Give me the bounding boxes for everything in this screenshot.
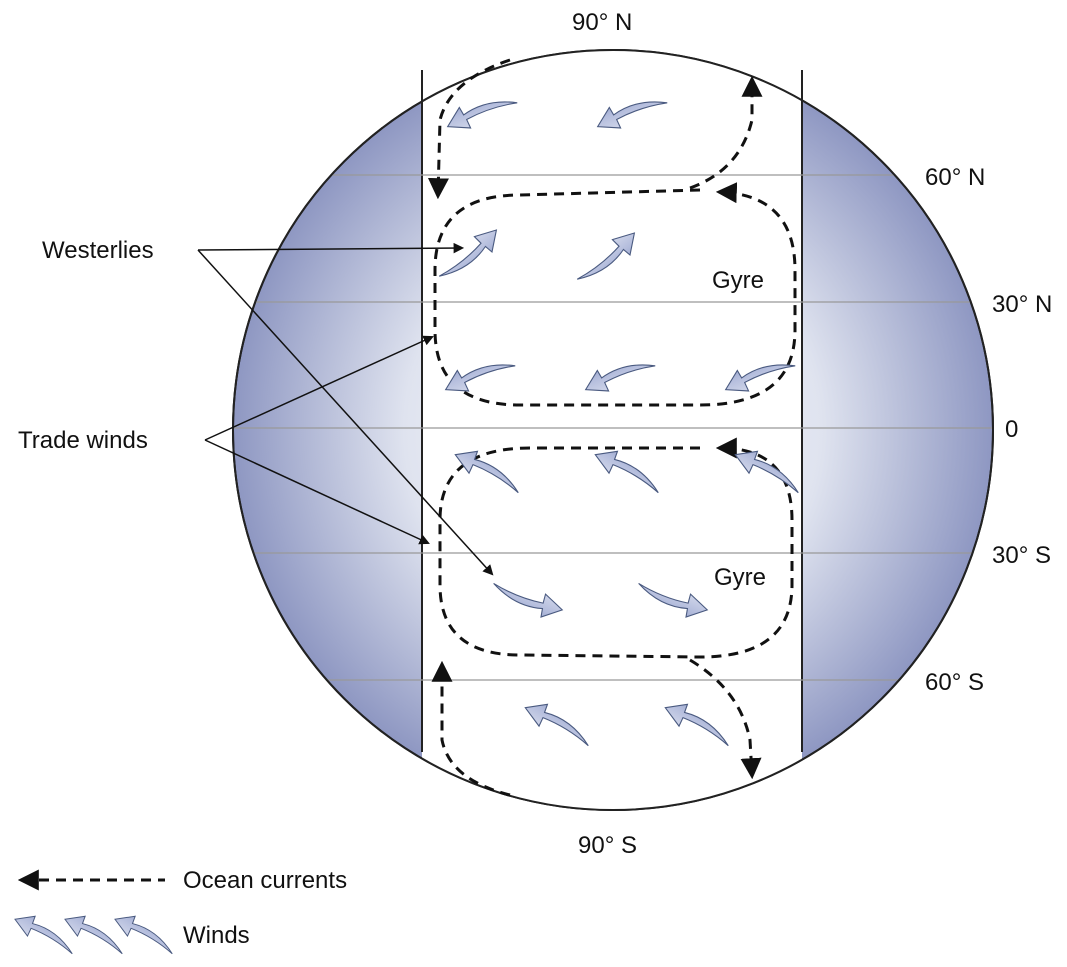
label-gyre-north: Gyre	[712, 267, 764, 294]
label-equator: 0	[1005, 416, 1018, 443]
label-60s: 60° S	[925, 669, 984, 696]
legend-ocean-currents: Ocean currents	[183, 867, 347, 894]
north-gyre-current	[433, 182, 797, 407]
south-polar-current-east	[689, 658, 762, 780]
legend: Ocean currents Winds	[14, 867, 347, 967]
trade-winds-pointer-north	[204, 335, 434, 441]
north-polar-current-east	[689, 75, 763, 190]
ocean-basin	[422, 50, 802, 810]
westerlies-pointer-north	[197, 242, 465, 254]
label-90n: 90° N	[572, 9, 632, 36]
trade-winds-pointer-south	[204, 439, 430, 545]
label-gyre-south: Gyre	[714, 564, 766, 591]
legend-wind-symbol	[64, 904, 123, 967]
label-trade-winds: Trade winds	[18, 427, 148, 454]
label-60n: 60° N	[925, 164, 985, 191]
label-westerlies: Westerlies	[42, 237, 154, 264]
label-30s: 30° S	[992, 542, 1051, 569]
label-90s: 90° S	[578, 832, 637, 859]
legend-winds: Winds	[183, 922, 250, 949]
north-polar-current-west	[427, 58, 511, 200]
westerlies-pointer-south	[197, 249, 494, 576]
label-30n: 30° N	[992, 291, 1052, 318]
legend-wind-symbol	[114, 904, 173, 967]
south-gyre-current	[438, 437, 794, 659]
legend-wind-symbol	[14, 904, 73, 967]
south-polar-current-west	[431, 660, 511, 797]
